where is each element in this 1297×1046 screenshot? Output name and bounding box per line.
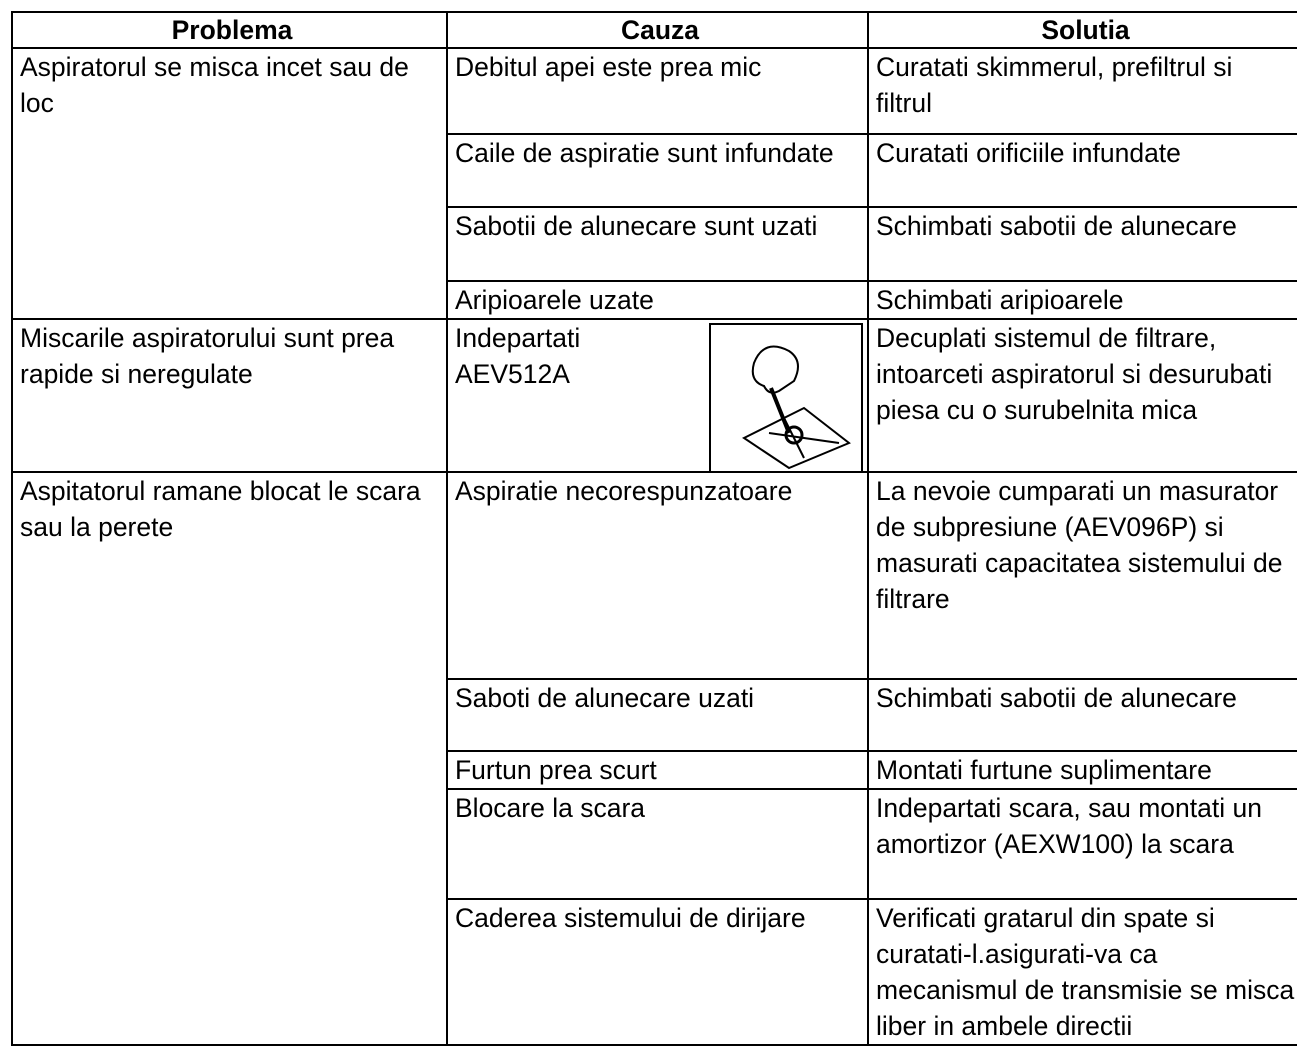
icon: [709, 323, 863, 470]
cause-cell: Caderea sistemului de dirijare: [446, 898, 869, 1046]
cause-cell: Blocare la scara: [446, 788, 869, 900]
table-row: Aripioarele uzate Schimbati aripioarele: [12, 280, 1297, 320]
solution-cell: Schimbati aripioarele: [867, 280, 1297, 320]
header-row: Problema Cauza Solutia: [11, 11, 1297, 49]
solution-cell: Curatati orificiile infundate: [867, 133, 1297, 208]
header-cell: Problema: [11, 11, 448, 49]
table-row: Caile de aspiratie sunt infundate Curatat…: [12, 133, 1297, 208]
solution-cell: Indepartati scara, sau montati un amorti…: [867, 788, 1297, 900]
problem-cell: Aspitatorul ramane blocat le scara sau l…: [11, 471, 448, 1046]
solution-cell: La nevoie cumparati un masurator de subp…: [867, 471, 1297, 680]
solution-cell: Montati furtune suplimentare: [867, 750, 1297, 790]
problem-cell: Miscarile aspiratorului sunt prea rapide…: [11, 318, 448, 473]
table-row: Aspitatorul ramane blocat le scara sau l…: [11, 471, 1297, 1046]
table-row: Caderea sistemului de dirijare Verificati…: [12, 898, 1297, 1046]
table-row: Miscarile aspiratorului sunt prea rapide…: [11, 318, 1297, 473]
solution-cell: Schimbati sabotii de alunecare: [867, 678, 1297, 752]
problem-cell: Aspiratorul se misca incet sau de loc: [11, 47, 448, 320]
cause-cell: Sabotii de alunecare sunt uzati: [446, 206, 869, 282]
cause-text: Indepartati AEV512A: [455, 323, 581, 389]
table-row: Blocare la scara Indepartati scara, sau m…: [12, 788, 1297, 900]
header-cell: Cauza: [446, 11, 869, 49]
header-cell: Solutia: [867, 11, 1297, 49]
solution-cell: Verificati gratarul din spate si curatat…: [867, 898, 1297, 1046]
cause-cell: Indepartati AEV512A: [446, 318, 869, 473]
table-row: Furtun prea scurt Montati furtune suplime…: [12, 750, 1297, 790]
cause-cell: Aspiratie necorespunzatoare: [446, 471, 869, 680]
table-row: Aspiratorul se misca incet sau de loc Deb…: [11, 47, 1297, 320]
solution-cell: Decuplati sistemul de filtrare, intoarce…: [867, 318, 1297, 473]
cause-cell: Debitul apei este prea mic: [446, 47, 869, 135]
cause-cell: Caile de aspiratie sunt infundate: [446, 133, 869, 208]
solution-cell: Schimbati sabotii de alunecare: [867, 206, 1297, 282]
troubleshooting-table: Problema Cauza Solutia Aspiratorul se mi…: [11, 11, 1297, 1046]
cause-cell: Aripioarele uzate: [446, 280, 869, 320]
cause-cell: Furtun prea scurt: [446, 750, 869, 790]
solution-cell: Curatati skimmerul, prefiltrul si filtru…: [867, 47, 1297, 135]
cause-cell: Saboti de alunecare uzati: [446, 678, 869, 752]
table-row: Saboti de alunecare uzati Schimbati sabot…: [12, 678, 1297, 752]
table-row: Sabotii de alunecare sunt uzati Schimbati…: [12, 206, 1297, 282]
